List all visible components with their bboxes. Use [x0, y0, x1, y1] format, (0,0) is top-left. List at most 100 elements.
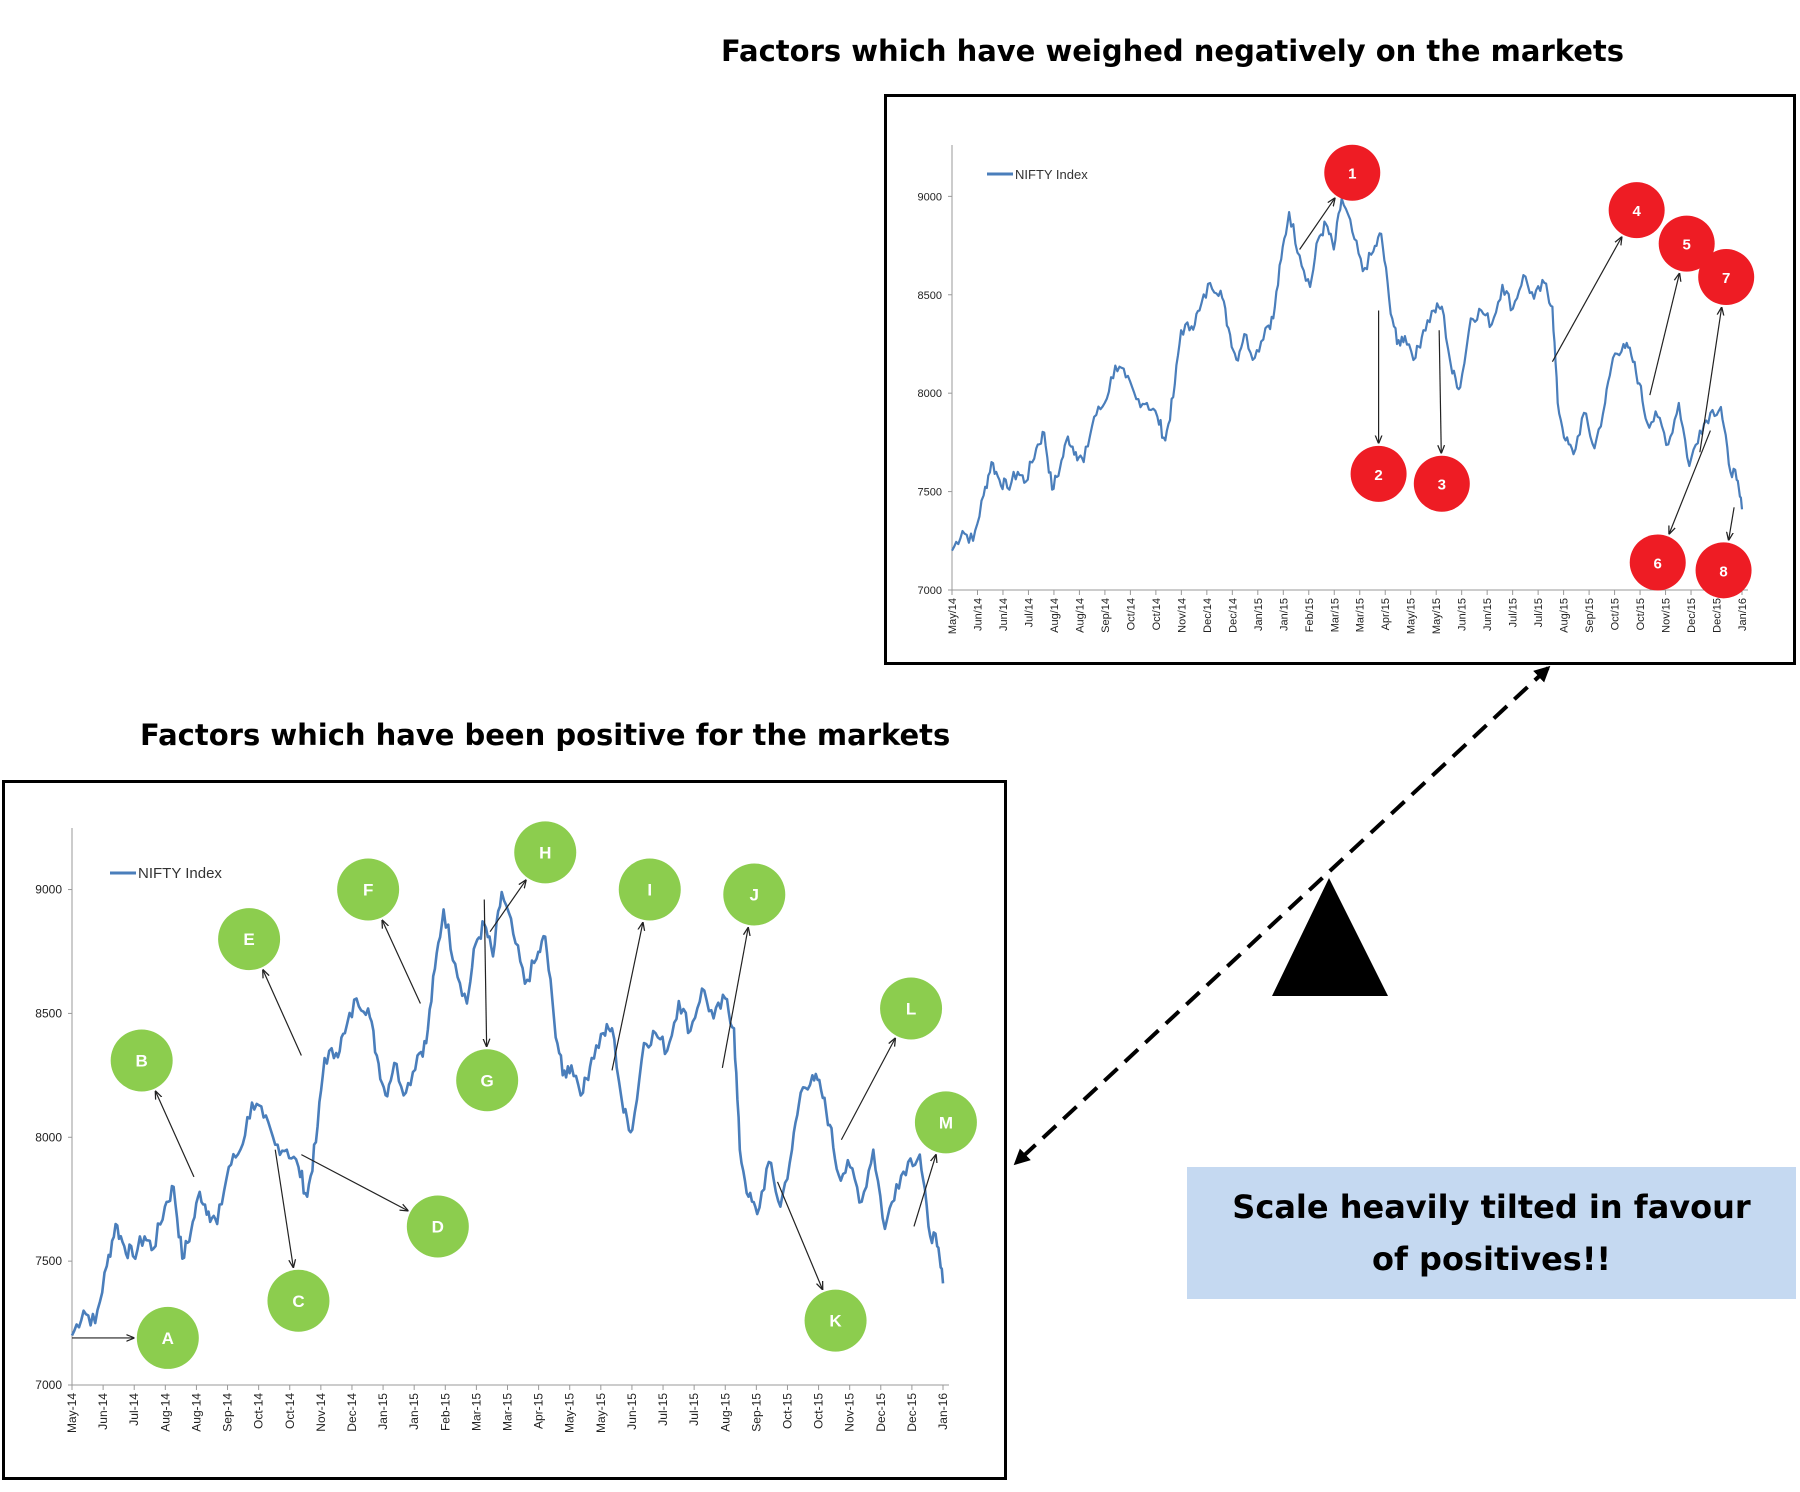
neg-y-tick-label: 7500: [918, 487, 942, 499]
pos-marker-I: [618, 858, 681, 921]
pos-marker-arrow: [301, 1154, 407, 1211]
neg-marker-arrow: [1729, 507, 1735, 539]
neg-y-tick-label: 9000: [918, 191, 942, 203]
negative-chart-title: Factors which have weighed negatively on…: [720, 34, 1625, 68]
neg-marker-label: 1: [1348, 166, 1356, 183]
neg-marker-7: [1698, 249, 1755, 306]
neg-marker-5: [1658, 215, 1715, 272]
neg-x-tick-label: Oct/14: [1151, 598, 1163, 630]
pos-x-tick-label: Jun-14: [96, 1393, 110, 1430]
neg-marker-6: [1629, 534, 1686, 591]
pos-marker-arrow: [382, 920, 421, 1004]
pos-x-tick-label: Sep-14: [221, 1393, 235, 1432]
pos-marker-arrow: [156, 1091, 195, 1178]
pos-y-tick-label: 7500: [35, 1254, 62, 1268]
pos-y-tick-label: 8500: [35, 1006, 62, 1020]
neg-marker-arrow: [1551, 237, 1621, 362]
pos-marker-G: [456, 1049, 519, 1112]
neg-marker-label: 3: [1438, 477, 1446, 494]
pos-x-tick-label: Jun-15: [625, 1393, 639, 1430]
neg-marker-label: 8: [1719, 563, 1727, 580]
neg-x-tick-label: Aug/15: [1559, 598, 1571, 633]
neg-marker-label: 2: [1374, 467, 1382, 484]
pos-marker-label: L: [906, 999, 916, 1018]
pos-marker-label: H: [539, 843, 551, 862]
neg-x-tick-label: Jul/15: [1533, 598, 1545, 627]
neg-legend-label: NIFTY Index: [1015, 167, 1088, 182]
pos-x-tick-label: Feb-15: [438, 1393, 452, 1431]
pos-x-tick-label: Aug-14: [189, 1393, 203, 1432]
pos-y-tick-label: 9000: [35, 883, 62, 897]
neg-x-tick-label: Mar/15: [1355, 598, 1367, 632]
neg-marker-4: [1608, 182, 1665, 239]
neg-x-tick-label: Aug/14: [1049, 598, 1061, 633]
pos-marker-arrow: [484, 899, 486, 1046]
neg-x-tick-label: Dec/15: [1712, 598, 1724, 633]
balance-beam: [1013, 665, 1551, 1166]
neg-marker-label: 4: [1632, 203, 1641, 220]
negative-factors-panel: 7000 7500 8000 8500 9000 May/14 Jun/14 Jun/14 Ju…: [884, 94, 1796, 665]
pos-marker-L: [880, 977, 943, 1040]
neg-marker-label: 7: [1722, 270, 1730, 287]
pos-x-tick-label: Dec-14: [345, 1393, 359, 1432]
neg-x-tick-label: May/14: [947, 598, 959, 634]
pos-marker-H: [514, 821, 577, 884]
pos-marker-D: [406, 1195, 469, 1258]
pos-marker-J: [723, 863, 786, 926]
pos-x-tick-label: Nov-15: [843, 1393, 857, 1432]
neg-marker-arrow: [1439, 330, 1441, 453]
neg-marker-arrow: [1699, 308, 1722, 453]
pos-marker-label: I: [647, 881, 652, 900]
pos-marker-label: K: [829, 1312, 842, 1331]
neg-y-tick-label: 8000: [918, 388, 942, 400]
neg-x-tick-label: Dec/15: [1686, 598, 1698, 633]
neg-x-tick-label: May/15: [1431, 598, 1443, 634]
pos-nifty-line: [70, 890, 945, 1337]
positive-chart-title: Factors which have been positive for the…: [140, 718, 951, 752]
neg-x-tick-label: Jun/15: [1457, 598, 1469, 631]
pos-marker-B: [110, 1029, 173, 1092]
neg-x-tick-label: Sep/14: [1100, 598, 1112, 633]
neg-x-tick-label: Dec/14: [1227, 598, 1239, 633]
neg-y-tick-label: 7000: [918, 585, 942, 597]
pos-y-tick-label: 7000: [35, 1378, 62, 1392]
neg-marker-arrow: [1299, 198, 1335, 250]
negative-factors-chart: 7000 7500 8000 8500 9000 May/14 Jun/14 Jun/14 Ju…: [918, 144, 1755, 634]
pos-marker-arrow: [840, 1038, 895, 1141]
neg-x-tick-label: Jul/14: [1023, 598, 1035, 627]
pos-x-tick-label: Jul-14: [127, 1393, 141, 1426]
positive-factors-chart: 7000 7500 8000 8500 9000 May-14 Jun-14 Jul-14 Au…: [35, 821, 977, 1433]
pos-x-tick-label: Aug-15: [718, 1393, 732, 1432]
neg-x-tick-label: Dec/14: [1202, 598, 1214, 633]
pos-marker-label: C: [292, 1292, 304, 1311]
pos-x-tick-label: Jan-15: [407, 1393, 421, 1430]
pos-x-tick-label: Mar-15: [469, 1393, 483, 1431]
neg-x-tick-label: May/15: [1406, 598, 1418, 634]
pos-marker-arrow: [489, 880, 526, 933]
pos-legend-label: NIFTY Index: [138, 865, 222, 882]
pos-x-tick-label: May-15: [594, 1393, 608, 1433]
neg-x-tick-label: Jun/14: [972, 598, 984, 631]
pos-x-tick-label: Aug-14: [158, 1393, 172, 1432]
pos-x-tick-label: Nov-14: [314, 1393, 328, 1432]
positive-factors-panel: 7000 7500 8000 8500 9000 May-14 Jun-14 Jul-14 Au…: [2, 780, 1007, 1480]
neg-x-tick-label: Jul/15: [1508, 598, 1520, 627]
pos-x-tick-label: Oct-14: [252, 1393, 266, 1429]
neg-marker-label: 5: [1683, 237, 1691, 254]
pos-x-tick-label: Jan-16: [936, 1393, 950, 1430]
pos-y-tick-label: 8000: [35, 1130, 62, 1144]
pos-marker-label: F: [363, 881, 373, 900]
neg-x-tick-label: Jun/15: [1482, 598, 1494, 631]
neg-x-tick-label: Jan/15: [1278, 598, 1290, 631]
neg-y-tick-label: 8500: [918, 290, 942, 302]
neg-x-tick-label: Mar/15: [1329, 598, 1341, 632]
neg-x-tick-label: Jun/14: [998, 598, 1010, 631]
pos-marker-M: [914, 1091, 977, 1154]
pos-x-tick-label: Oct-14: [283, 1393, 297, 1429]
pos-x-tick-label: May-15: [563, 1393, 577, 1433]
pos-marker-K: [804, 1289, 867, 1352]
pos-marker-label: G: [481, 1071, 494, 1090]
neg-x-tick-label: Oct/15: [1635, 598, 1647, 630]
pos-marker-label: D: [432, 1217, 444, 1236]
neg-marker-arrow: [1649, 274, 1680, 396]
